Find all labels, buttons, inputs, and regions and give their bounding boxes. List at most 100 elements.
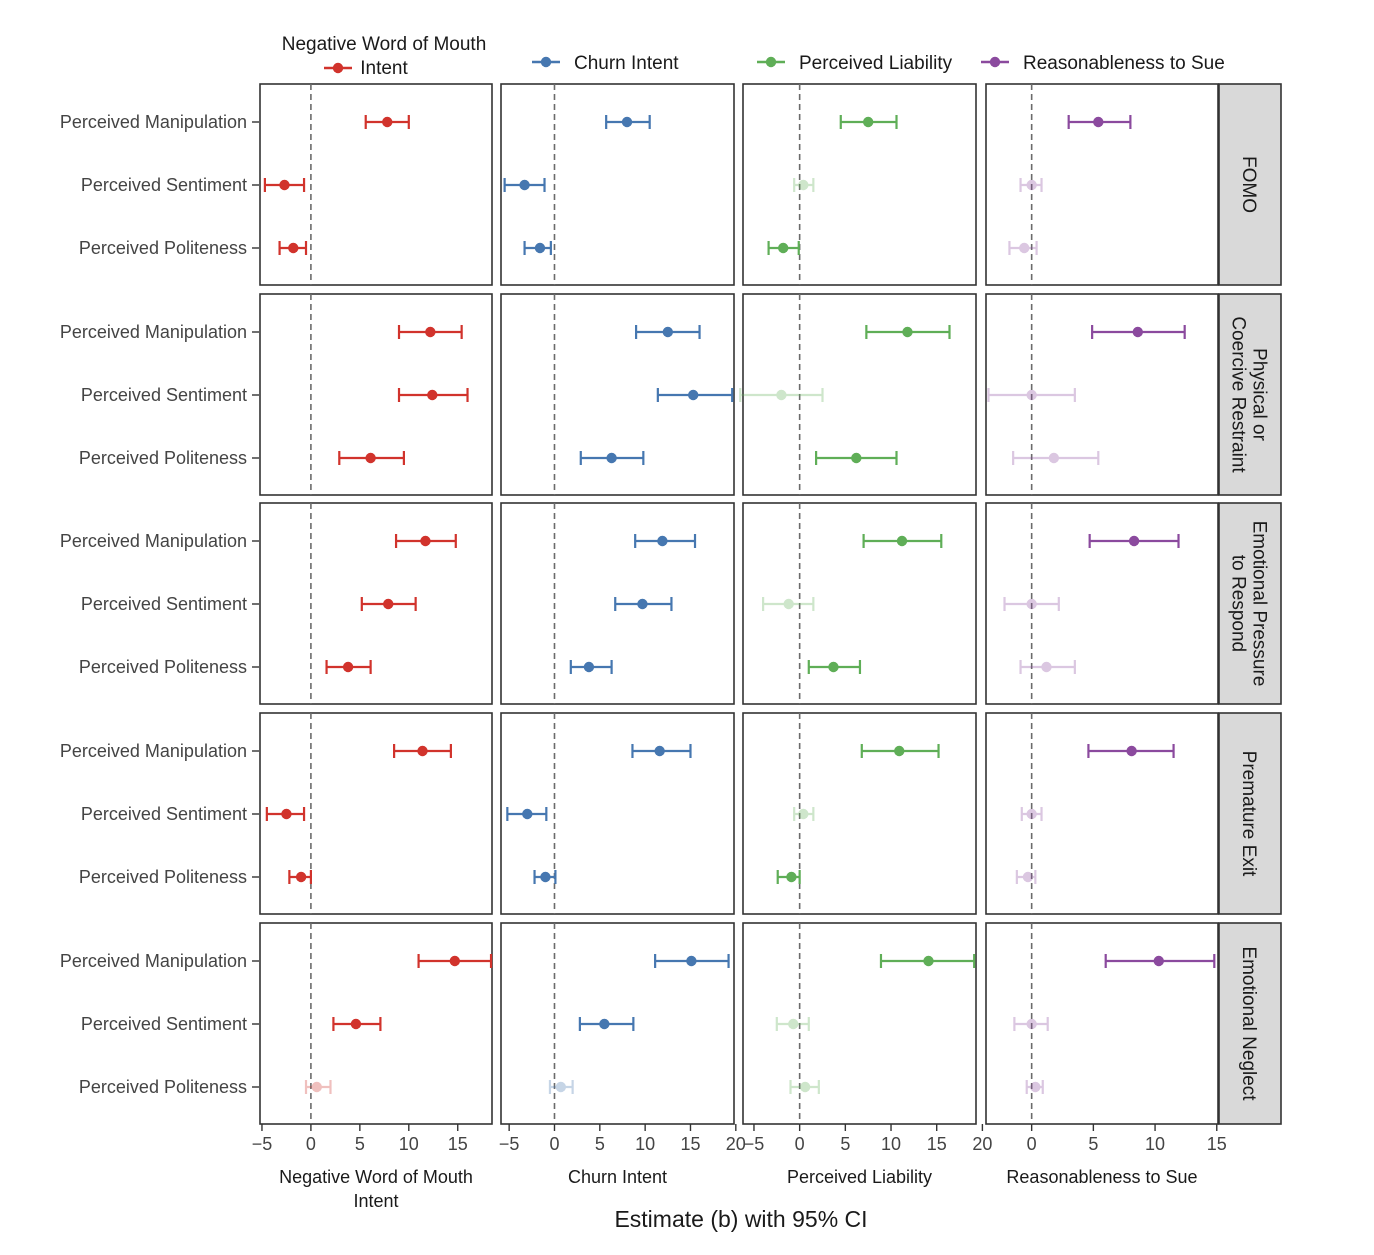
estimate-point <box>342 661 354 673</box>
estimate-perceived-sentiment <box>397 388 469 402</box>
estimate-perceived-manipulation <box>631 744 692 758</box>
panel-emotional-pressure-to-respond-perceived-liability <box>742 502 977 705</box>
estimate-perceived-politeness <box>288 870 313 884</box>
estimate-point <box>519 179 530 191</box>
estimate-point <box>788 1018 799 1030</box>
estimate-point <box>1030 1081 1041 1093</box>
estimate-perceived-politeness <box>523 241 552 255</box>
panel-physical-or-coercive-restraint-negative-word-of-mouth-intent <box>259 293 493 496</box>
estimate-point <box>1022 871 1034 883</box>
panel-emotional-pressure-to-respond-reasonableness-to-sue <box>985 502 1219 705</box>
legend-label: Intent <box>360 58 408 79</box>
estimate-perceived-sentiment <box>793 178 815 192</box>
estimate-perceived-politeness <box>1008 241 1038 255</box>
estimate-perceived-manipulation <box>364 115 410 129</box>
panel-frame <box>985 922 1219 1125</box>
panel-frame <box>742 83 977 286</box>
estimate-perceived-sentiment <box>793 807 815 821</box>
x-tick-label: 5 <box>840 1134 850 1154</box>
axis-title-negative-word-of-mouth-intent: Intent <box>353 1191 398 1211</box>
panel-emotional-neglect-perceived-liability <box>742 922 977 1125</box>
facet-label: Physical orCoercive Restraint <box>1228 316 1270 473</box>
estimate-point <box>783 598 794 610</box>
estimate-point <box>583 661 595 673</box>
panel-fomo-perceived-liability <box>742 83 977 286</box>
facet-label: FOMO <box>1238 156 1259 213</box>
estimate-perceived-sentiment <box>332 1017 382 1031</box>
estimate-perceived-sentiment <box>578 1017 635 1031</box>
estimate-perceived-manipulation <box>605 115 651 129</box>
estimate-perceived-sentiment <box>360 597 417 611</box>
row-label-perceived-sentiment: Perceived Sentiment <box>81 1014 247 1034</box>
x-tick-label: 0 <box>306 1134 316 1154</box>
row-label-perceived-manipulation: Perceived Manipulation <box>60 112 247 132</box>
legend-key-point <box>540 56 552 68</box>
facet-label-line: FOMO <box>1238 156 1259 213</box>
estimate-perceived-manipulation <box>1088 534 1180 548</box>
x-tick-label: −5 <box>499 1134 520 1154</box>
estimate-point <box>425 326 436 338</box>
estimate-point <box>1048 452 1060 464</box>
estimate-perceived-manipulation <box>417 954 493 968</box>
x-tick-label: 15 <box>1207 1134 1227 1154</box>
estimate-point <box>295 871 307 883</box>
facet-label: Premature Exit <box>1238 751 1259 877</box>
facet-strip-box <box>1218 293 1282 496</box>
x-tick-label: −5 <box>744 1134 765 1154</box>
facet-strip-box <box>1218 922 1282 1125</box>
legend-label: Reasonableness to Sue <box>1023 53 1225 74</box>
panel-fomo-reasonableness-to-sue <box>985 83 1219 286</box>
estimate-perceived-manipulation <box>397 325 463 339</box>
estimate-perceived-manipulation <box>1067 115 1132 129</box>
estimate-perceived-manipulation <box>393 744 452 758</box>
estimate-perceived-politeness <box>533 870 557 884</box>
estimate-perceived-politeness <box>767 241 800 255</box>
estimate-perceived-politeness <box>325 660 372 674</box>
estimate-point <box>599 1018 610 1030</box>
row-label-perceived-sentiment: Perceived Sentiment <box>81 804 247 824</box>
x-tick-label: 10 <box>635 1134 655 1154</box>
estimate-point <box>637 598 648 610</box>
x-tick-label: 5 <box>355 1134 365 1154</box>
facet-label-line: Physical or <box>1249 348 1270 442</box>
estimate-point <box>311 1081 322 1093</box>
estimate-point <box>862 116 874 128</box>
panel-frame <box>985 293 1219 496</box>
row-label-perceived-politeness: Perceived Politeness <box>79 657 247 677</box>
estimate-perceived-manipulation <box>634 534 697 548</box>
panel-emotional-neglect-negative-word-of-mouth-intent <box>259 922 493 1125</box>
facet-strip-box <box>1218 712 1282 915</box>
estimate-point <box>902 326 913 338</box>
legend-item-perceived-liability: Perceived Liability <box>757 53 953 74</box>
row-label-perceived-politeness: Perceived Politeness <box>79 448 247 468</box>
row-label-perceived-sentiment: Perceived Sentiment <box>81 594 247 614</box>
estimate-point <box>1126 745 1137 757</box>
estimate-perceived-manipulation <box>654 954 730 968</box>
estimate-perceived-politeness <box>789 1080 820 1094</box>
estimate-perceived-sentiment <box>775 1017 810 1031</box>
x-tick-label: 15 <box>448 1134 468 1154</box>
legend-item-negative-word-of-mouth-intent: Negative Word of Mouth Intent <box>282 34 487 79</box>
estimate-point <box>281 808 292 820</box>
panel-frame <box>742 712 977 915</box>
facet-strip-fomo: FOMO <box>1218 83 1282 286</box>
estimate-point <box>654 745 665 757</box>
panel-premature-exit-negative-word-of-mouth-intent <box>259 712 493 915</box>
facet-label-line: Emotional Neglect <box>1238 946 1259 1101</box>
axis-title-reasonableness-to-sue: Reasonableness to Sue <box>1006 1167 1197 1187</box>
axis-title-churn-intent: Churn Intent <box>568 1167 667 1187</box>
facet-strip-box <box>1218 502 1282 705</box>
estimate-point <box>1019 242 1030 254</box>
facet-label-line: Premature Exit <box>1238 751 1259 877</box>
row-label-perceived-manipulation: Perceived Manipulation <box>60 951 247 971</box>
estimate-point <box>776 389 787 401</box>
legend-label: Churn Intent <box>574 53 679 74</box>
estimate-point <box>1132 326 1143 338</box>
row-label-perceived-politeness: Perceived Politeness <box>79 238 247 258</box>
estimate-point <box>1026 598 1037 610</box>
estimate-point <box>1026 1018 1037 1030</box>
row-label-perceived-sentiment: Perceived Sentiment <box>81 385 247 405</box>
estimate-point <box>288 242 299 254</box>
estimate-point <box>1153 955 1164 967</box>
